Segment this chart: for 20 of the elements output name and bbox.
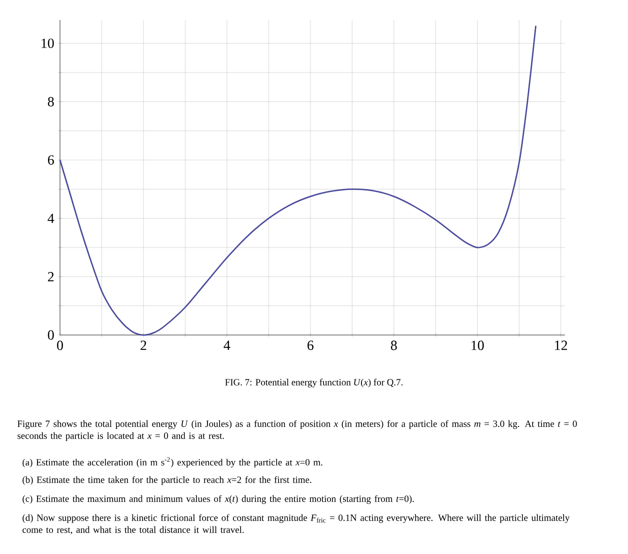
text: (a) Estimate the acceleration (in m s$^{-2}$) experienced by the particle at x=0 m. [22, 457, 322, 468]
x-tick-label: 12 [555, 340, 568, 350]
text: (d) Now suppose there is a kinetic frictional force of constant magnitude F$_{fric}$ = 0.1N acting everywhere. Where will the particle ultimately come to rest, and what is the total distance it will travel. [22, 514, 570, 534]
y-tick-label: 8 [48, 96, 54, 106]
y-tick-label: 10 [42, 38, 54, 48]
y-tick-label: 4 [48, 214, 54, 223]
x-tick-label: 4 [224, 340, 230, 350]
x-tick-label: 2 [140, 340, 146, 350]
x-tick-label: 0 [57, 340, 63, 350]
line-series [59, 25, 536, 336]
text: (c) Estimate the maximum and minimum values of x(t) during the entire motion (starting from t=0). [22, 495, 414, 504]
x-tick-label: 6 [308, 340, 314, 350]
x-tick-label: 10 [472, 340, 484, 350]
caption: FIG. 7: Potential energy function U(x) for Q.7. [225, 378, 403, 388]
y-tick-label: 6 [48, 155, 54, 165]
y-tick-label: 2 [48, 272, 54, 282]
text: (b) Estimate the time taken for the particle to reach x=2 for the first time. [22, 476, 312, 485]
x-tick-label: 8 [390, 340, 397, 350]
y-tick-label: 0 [48, 330, 54, 340]
text: Figure 7 shows the total potential energy U (in Joules) as a function of position x (in meters) for a particle of mass m = 3.0 kg. At time t = 0 seconds the particle is located at x = 0 and is at rest. [17, 420, 577, 441]
